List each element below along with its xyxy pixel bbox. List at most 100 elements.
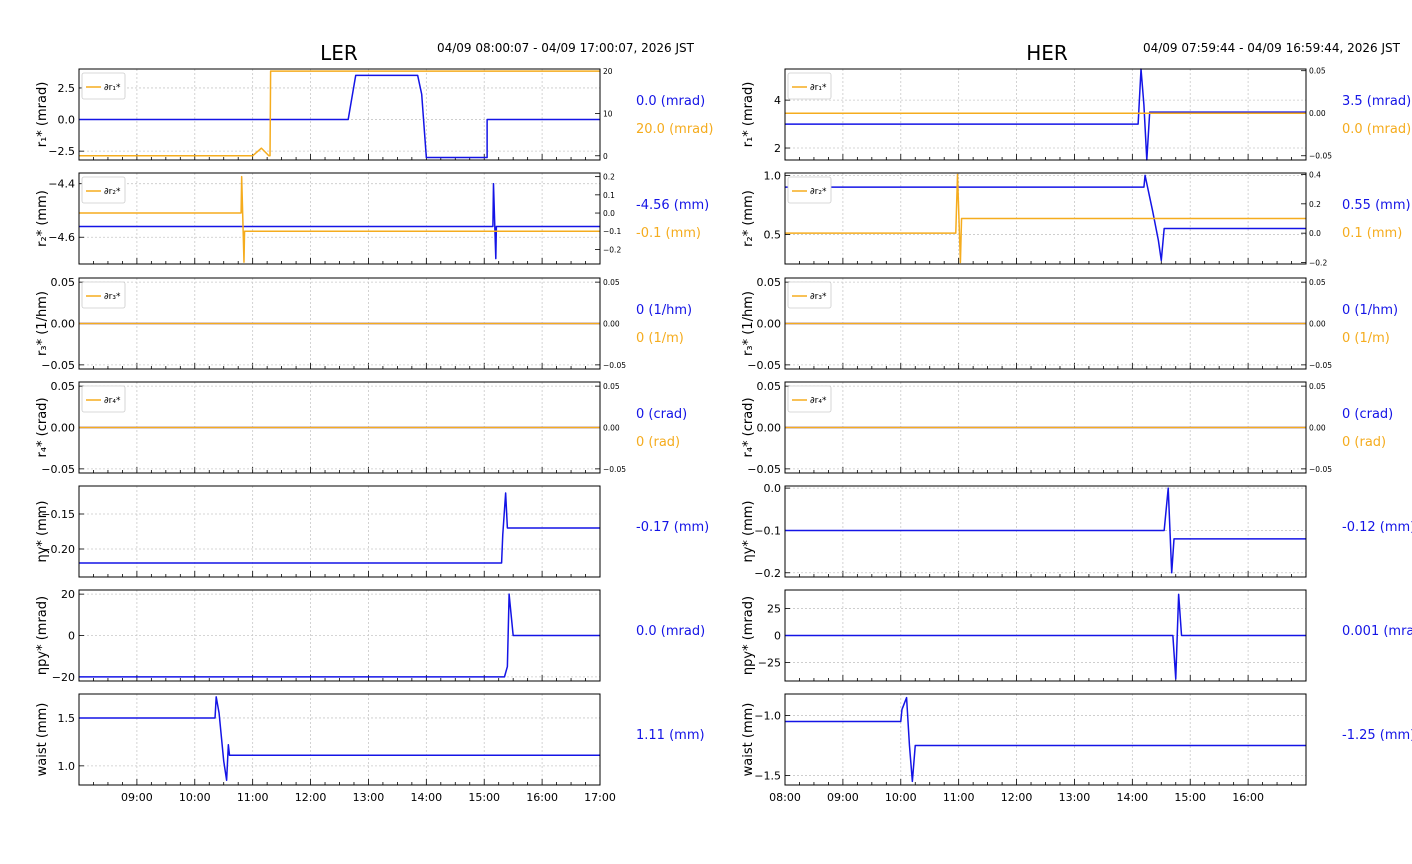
- ler-ytick-label: −0.05: [41, 359, 75, 372]
- ler-panel-6-series-primary: [79, 593, 600, 678]
- ler-panel-1-series-secondary: [79, 70, 600, 157]
- her-ytick-label: 1.0: [764, 169, 782, 182]
- her-panel-3: −0.05 0.00 0.05 −0.05 0.00 0.05 ∂r₃* r₃* (1/hm)…: [741, 276, 1398, 372]
- ler-panel-7-series-primary: [79, 696, 600, 781]
- ler-xtick-label: 14:00: [410, 791, 442, 804]
- her-panel-frame: [784, 693, 1307, 786]
- her-panel-6-readout-primary: 0.001 (mrad): [1342, 624, 1412, 639]
- her-legend-box: [787, 176, 832, 204]
- her-panel-2-series-primary: [785, 174, 1306, 262]
- ler-y2tick-label: −0.05: [603, 361, 626, 370]
- her-panel-3-readout-secondary: 0 (1/m): [1342, 331, 1390, 346]
- her-panel-2-ylabel: r₂* (mm): [741, 190, 756, 247]
- ler-panel-3-ylabel: r₃* (1/hm): [35, 291, 50, 356]
- ler-panel-1-legend: ∂r₁*: [81, 72, 126, 100]
- her-y2tick-label: 0.00: [1309, 109, 1326, 118]
- ler-panel-7-readout-primary: 1.11 (mm): [636, 728, 705, 743]
- her-panel-2-legend: ∂r₂*: [787, 176, 832, 204]
- ler-legend-box: [81, 72, 126, 100]
- her-panel-3-legend: ∂r₃*: [787, 281, 832, 309]
- ler-panel-3: −0.05 0.00 0.05 −0.05 0.00 0.05 ∂r₃* r₃* (1/hm)…: [35, 276, 692, 372]
- ler-xtick-label: 12:00: [295, 791, 327, 804]
- ler-panel-5-ylabel: ηy* (mm): [35, 500, 50, 562]
- ler-legend-label: ∂r₂*: [104, 187, 121, 197]
- her-y2tick-label: 0.0: [1309, 229, 1321, 238]
- her-panel-1-readout-secondary: 0.0 (mrad): [1342, 122, 1411, 137]
- ler-y2tick-label: 20: [603, 67, 613, 76]
- her-panel-4-readout-primary: 0 (crad): [1342, 407, 1393, 422]
- her-panel-3-ylabel: r₃* (1/hm): [741, 291, 756, 356]
- her-panel-frame: [784, 172, 1307, 265]
- ler-ytick-label: −0.05: [41, 463, 75, 476]
- her-xtick-label: 12:00: [1001, 791, 1033, 804]
- ler-y2tick-label: 0.0: [603, 209, 615, 218]
- ler-xtick-label: 10:00: [179, 791, 211, 804]
- her-panel-frame: [784, 68, 1307, 161]
- ler-panel-frame: [78, 277, 601, 370]
- ler-panel-5-series-primary: [79, 492, 600, 564]
- ler-panel-4: −0.05 0.00 0.05 −0.05 0.00 0.05 ∂r₄* r₄* (crad)…: [35, 380, 687, 476]
- ler-y2tick-label: −0.2: [603, 245, 621, 254]
- her-ytick-label: 0.05: [757, 276, 782, 289]
- her-panel-2-readout-secondary: 0.1 (mm): [1342, 226, 1402, 241]
- ler-panel-4-readout-secondary: 0 (rad): [636, 435, 680, 450]
- ler-panel-2-series-primary: [79, 182, 600, 260]
- ler-panel-6-readout-primary: 0.0 (mrad): [636, 624, 705, 639]
- her-y2tick-label: −0.05: [1309, 152, 1332, 161]
- her-title: HER: [1026, 41, 1068, 65]
- her-ytick-label: 0: [774, 630, 781, 643]
- ler-panel-2-legend: ∂r₂*: [81, 176, 126, 204]
- her-panel-4-ylabel: r₄* (crad): [741, 397, 756, 457]
- ler-y2tick-label: 0.05: [603, 382, 620, 391]
- ler-xtick-label: 13:00: [353, 791, 385, 804]
- her-panel-5-series-primary: [785, 487, 1306, 574]
- ler-ytick-label: 1.5: [58, 712, 76, 725]
- her-ytick-label: 0.00: [757, 318, 782, 331]
- ler-y2tick-label: −0.05: [603, 465, 626, 474]
- her-panel-6: −25 0 25 ηpy* (mrad) 0.001 (mrad): [741, 589, 1412, 682]
- ler-legend-box: [81, 385, 126, 413]
- her-panel-6-series-primary: [785, 593, 1306, 680]
- ler-panel-6-ylabel: ηpy* (mrad): [35, 596, 50, 675]
- her-legend-label: ∂r₂*: [810, 187, 827, 197]
- her-panel-1-series-primary: [785, 68, 1306, 161]
- ler-y2tick-label: 10: [603, 109, 613, 118]
- ler-panel-3-legend: ∂r₃*: [81, 281, 126, 309]
- ler-panel-7-ylabel: waist (mm): [35, 703, 50, 777]
- ler-y2tick-label: 0.00: [603, 320, 620, 329]
- her-ytick-label: 4: [774, 94, 781, 107]
- her-ytick-label: 0.0: [764, 482, 782, 495]
- her-ytick-label: −0.2: [754, 567, 781, 580]
- ler-panel-4-legend: ∂r₄*: [81, 385, 126, 413]
- her-panel-2: 0.5 1.0 −0.2 0.0 0.2 0.4 ∂r₂* r₂* (mm) 0.55 (mm)…: [741, 169, 1411, 267]
- her-y2tick-label: 0.05: [1309, 278, 1326, 287]
- ler-y2tick-label: 0.2: [603, 173, 615, 182]
- ler-xtick-label: 15:00: [468, 791, 500, 804]
- her-xtick-label: 09:00: [827, 791, 859, 804]
- ler-xtick-label: 17:00: [584, 791, 616, 804]
- ler-y2tick-label: 0: [603, 152, 608, 161]
- ler-panel-frame: [78, 589, 601, 682]
- ler-panel-4-ylabel: r₄* (crad): [35, 397, 50, 457]
- her-xtick-label: 14:00: [1116, 791, 1148, 804]
- ler-legend-label: ∂r₁*: [104, 83, 121, 93]
- ler-y2tick-label: 0.00: [603, 424, 620, 433]
- her-xtick-label: 13:00: [1059, 791, 1091, 804]
- ler-panel-5-readout-primary: -0.17 (mm): [636, 520, 709, 535]
- her-panel-1-readout-primary: 3.5 (mrad): [1342, 94, 1411, 109]
- her-panel-4-readout-secondary: 0 (rad): [1342, 435, 1386, 450]
- ler-panel-frame: [78, 485, 601, 578]
- her-y2tick-label: 0.00: [1309, 424, 1326, 433]
- her-ytick-label: 25: [767, 602, 781, 615]
- ler-ytick-label: 20: [61, 588, 75, 601]
- her-y2tick-label: −0.05: [1309, 465, 1332, 474]
- ler-ytick-label: −20: [52, 671, 75, 684]
- ler-panel-1-ylabel: r₁* (mrad): [35, 82, 50, 148]
- ler-panel-frame: [78, 68, 601, 161]
- her-y2tick-label: −0.05: [1309, 361, 1332, 370]
- her-legend-box: [787, 72, 832, 100]
- her-legend-box: [787, 281, 832, 309]
